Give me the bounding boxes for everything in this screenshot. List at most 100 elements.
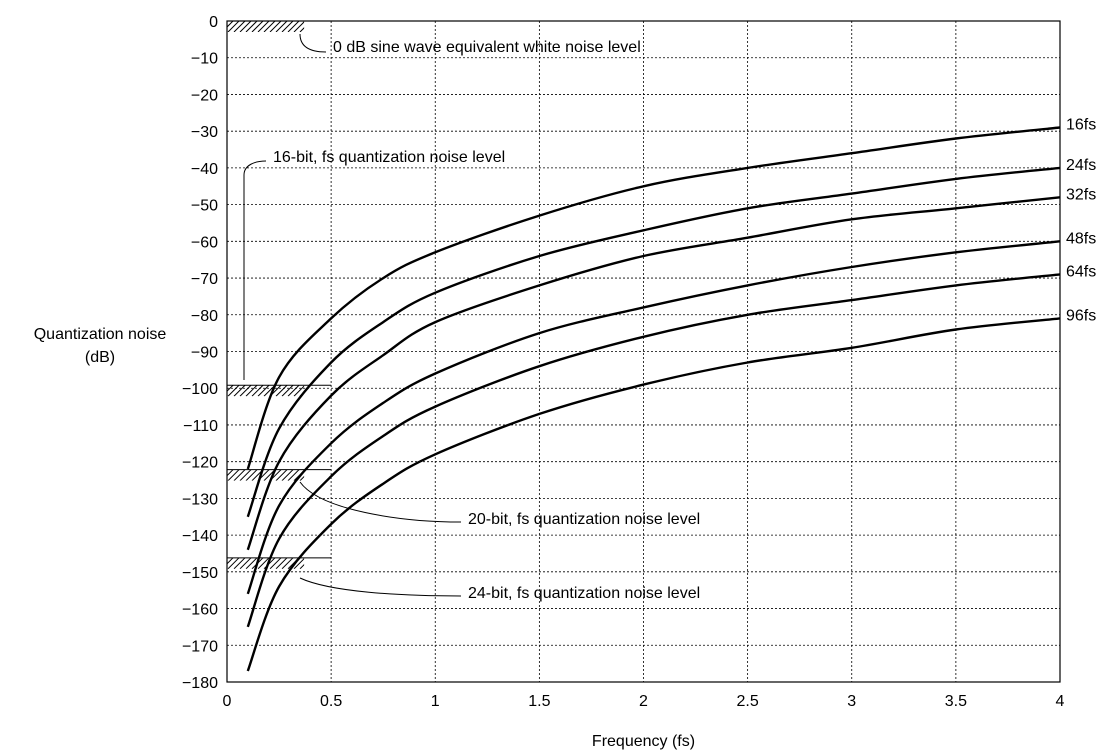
series-label-48fs: 48fs <box>1066 230 1096 247</box>
x-tick-label: 1 <box>431 693 440 710</box>
x-tick-label: 3 <box>847 693 856 710</box>
y-tick-label: −90 <box>191 345 218 362</box>
hatch-stroke <box>306 558 317 569</box>
hatch-stroke <box>227 557 240 569</box>
hatch-stroke <box>233 469 246 481</box>
hatch-stroke <box>281 385 294 397</box>
hatch-stroke <box>227 469 240 481</box>
y-tick-labels: 0 −10 −20 −30 −40 −50 −60 −70 −80 −90 −100 −110 −120… <box>182 14 218 692</box>
y-tick-label: −50 <box>191 198 218 215</box>
hatch-stroke <box>281 21 294 32</box>
annotation-label-2: 20-bit, fs quantization noise level <box>468 511 700 528</box>
x-tick-labels: 0 0.5 1 1.5 2 2.5 3 3.5 4 <box>223 693 1065 710</box>
hatch-stroke <box>233 385 246 397</box>
x-tick-label: 0.5 <box>320 693 342 710</box>
hatch-stroke <box>257 557 270 569</box>
hatch-stroke <box>299 27 305 32</box>
reference-band-3 <box>227 557 332 569</box>
y-tick-label: −70 <box>191 271 218 288</box>
hatch-stroke <box>227 21 240 32</box>
y-axis-title-line-1: Quantization noise <box>34 326 167 343</box>
y-tick-label: −20 <box>191 87 218 104</box>
hatch-stroke <box>269 557 282 569</box>
hatch-stroke <box>233 21 246 32</box>
y-tick-label: −100 <box>182 381 218 398</box>
series-line-16fs <box>246 126 1061 470</box>
hatch-stroke <box>287 469 300 481</box>
y-tick-label: 0 <box>209 14 218 31</box>
y-tick-label: −160 <box>182 602 218 619</box>
x-tick-label: 0 <box>223 693 232 710</box>
y-tick-label: −60 <box>191 234 218 251</box>
hatch-stroke <box>306 470 317 481</box>
y-tick-label: −130 <box>182 491 218 508</box>
y-tick-label: −120 <box>182 455 218 472</box>
hatch-stroke <box>312 21 323 32</box>
hatch-stroke <box>281 469 294 481</box>
hatch-stroke <box>293 21 305 32</box>
hatch-stroke <box>239 385 252 397</box>
hatch-stroke <box>239 557 252 569</box>
hatch-stroke <box>269 21 282 32</box>
reference-band-1 <box>227 384 332 397</box>
x-axis-title: Frequency (fs) <box>592 733 695 750</box>
hatch-stroke <box>245 469 258 481</box>
y-axis-title-line-2: (dB) <box>85 349 115 366</box>
series-line-64fs <box>246 273 1061 628</box>
hatch-stroke <box>245 21 258 32</box>
y-tick-label: −80 <box>191 308 218 325</box>
annotation-leader-3 <box>299 577 462 597</box>
y-tick-label: −150 <box>182 565 218 582</box>
hatch-stroke <box>263 21 276 32</box>
y-tick-label: −10 <box>191 51 218 68</box>
hatch-stroke <box>233 557 246 569</box>
annotation-leader-1 <box>243 160 267 380</box>
plot-frame <box>226 20 1061 683</box>
hatch-stroke <box>257 385 270 397</box>
hatch-stroke <box>312 470 323 481</box>
hatch-stroke <box>245 385 258 397</box>
hatch-stroke <box>251 21 264 32</box>
series-label-16fs: 16fs <box>1066 116 1096 133</box>
hatch-stroke <box>239 21 252 32</box>
series-line-24fs <box>246 166 1061 518</box>
hatch-stroke <box>293 385 305 397</box>
hatch-stroke <box>227 385 240 397</box>
series-label-24fs: 24fs <box>1066 157 1096 174</box>
y-tick-label: −180 <box>182 675 218 692</box>
series-line-32fs <box>246 196 1061 551</box>
x-tick-label: 2 <box>639 693 648 710</box>
grid-lines <box>227 21 1060 682</box>
annotation-label-1: 16-bit, fs quantization noise level <box>273 149 505 166</box>
hatch-stroke <box>299 475 305 481</box>
annotation-leader-2 <box>299 481 462 523</box>
hatch-stroke <box>312 558 323 569</box>
hatch-stroke <box>251 385 264 397</box>
hatch-stroke <box>287 385 300 397</box>
y-tick-label: −170 <box>182 638 218 655</box>
hatch-stroke <box>275 557 288 569</box>
hatch-stroke <box>275 385 288 397</box>
annotation-label-3: 24-bit, fs quantization noise level <box>468 585 700 602</box>
band-hatch <box>227 385 323 397</box>
series-label-64fs: 64fs <box>1066 263 1096 280</box>
x-tick-label: 1.5 <box>528 693 550 710</box>
y-tick-label: −140 <box>182 528 218 545</box>
reference-band-0 <box>227 20 332 32</box>
y-tick-label: −110 <box>183 418 218 435</box>
series-line-48fs <box>246 240 1061 595</box>
reference-bands <box>227 20 332 569</box>
series-label-32fs: 32fs <box>1066 186 1096 203</box>
x-tick-label: 2.5 <box>737 693 759 710</box>
hatch-stroke <box>275 469 288 481</box>
series-line-96fs <box>246 317 1061 672</box>
series-labels: 16fs 24fs 32fs 48fs 64fs 96fs <box>1066 116 1096 324</box>
x-tick-label: 4 <box>1056 693 1065 710</box>
series-label-96fs: 96fs <box>1066 307 1096 324</box>
x-tick-label: 3.5 <box>945 693 967 710</box>
hatch-stroke <box>239 469 252 481</box>
hatch-stroke <box>281 557 294 569</box>
hatch-stroke <box>312 385 323 396</box>
annotation-label-0: 0 dB sine wave equivalent white noise le… <box>333 39 641 56</box>
